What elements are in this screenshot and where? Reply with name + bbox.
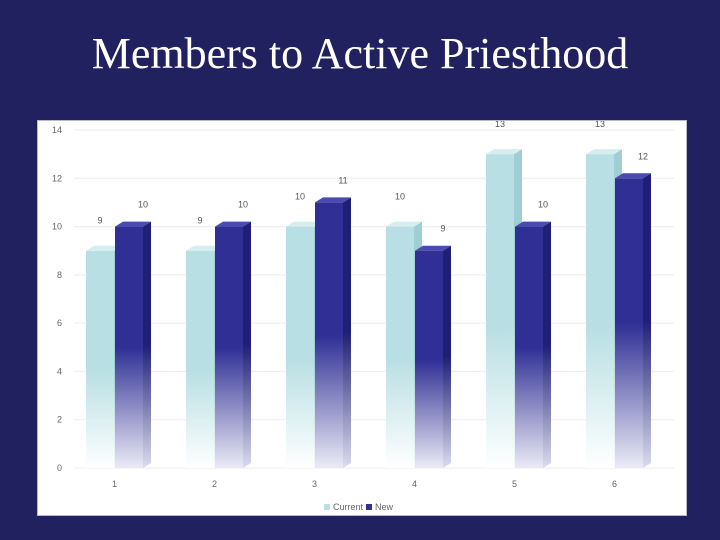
x-tick-label: 3 xyxy=(312,479,317,489)
bar-top-current xyxy=(386,221,422,227)
bar-current xyxy=(486,154,514,468)
bar-top-current xyxy=(586,149,622,155)
bar-top-new xyxy=(615,173,651,179)
data-label: 11 xyxy=(338,175,347,185)
data-label: 9 xyxy=(97,216,102,226)
bar-top-current xyxy=(186,245,222,251)
bar-new xyxy=(615,178,643,468)
data-label: 10 xyxy=(295,192,305,202)
x-tick-label: 5 xyxy=(512,479,517,489)
x-tick-label: 1 xyxy=(112,479,117,489)
data-label: 10 xyxy=(538,200,548,210)
bar-side-new xyxy=(243,221,251,468)
x-tick-label: 6 xyxy=(612,479,617,489)
bar-new xyxy=(215,226,243,468)
legend-swatch-new xyxy=(366,504,372,510)
bar-side-new xyxy=(643,173,651,468)
bar-top-new xyxy=(415,245,451,251)
bar-top-new xyxy=(115,221,151,227)
bar-top-current xyxy=(86,245,122,251)
bar-new xyxy=(115,226,143,468)
bar-current xyxy=(286,226,314,468)
legend-label-current: Current xyxy=(333,502,364,512)
bar-current xyxy=(86,250,114,468)
bar-top-new xyxy=(515,221,551,227)
data-label: 13 xyxy=(495,121,505,129)
bar-side-new xyxy=(343,197,351,468)
y-tick-label: 2 xyxy=(57,415,62,425)
bar-top-current xyxy=(286,221,322,227)
data-label: 13 xyxy=(595,121,605,129)
bar-side-new xyxy=(443,245,451,468)
y-tick-label: 6 xyxy=(57,318,62,328)
bar-top-new xyxy=(315,197,351,203)
data-label: 9 xyxy=(197,216,202,226)
bar-top-current xyxy=(486,149,522,155)
bar-side-new xyxy=(543,221,551,468)
bar-new xyxy=(415,250,443,468)
bar-chart: 0 2 4 6 8 10 12 14 9 10 1 9 10 2 10 11 3 10 9 4 13 10 5 13 12 6 … xyxy=(37,120,687,516)
slide-title: Members to Active Priesthood xyxy=(91,29,629,78)
bar-current xyxy=(186,250,214,468)
y-tick-label: 14 xyxy=(52,125,62,135)
data-label: 9 xyxy=(440,224,445,234)
bar-top-new xyxy=(215,221,251,227)
y-tick-label: 4 xyxy=(57,366,62,376)
legend-label-new: New xyxy=(375,502,394,512)
bar-new xyxy=(315,202,343,468)
data-label: 10 xyxy=(238,200,248,210)
bar-side-new xyxy=(143,221,151,468)
bar-current xyxy=(386,226,414,468)
y-tick-label: 8 xyxy=(57,270,62,280)
y-tick-label: 12 xyxy=(52,173,62,183)
y-tick-label: 0 xyxy=(57,463,62,473)
data-label: 10 xyxy=(138,200,148,210)
x-tick-label: 2 xyxy=(212,479,217,489)
bar-new xyxy=(515,226,543,468)
legend-swatch-current xyxy=(324,504,330,510)
data-label: 10 xyxy=(395,192,405,202)
data-label: 12 xyxy=(638,151,648,161)
x-tick-label: 4 xyxy=(412,479,417,489)
y-tick-label: 10 xyxy=(52,222,62,232)
bar-current xyxy=(586,154,614,468)
